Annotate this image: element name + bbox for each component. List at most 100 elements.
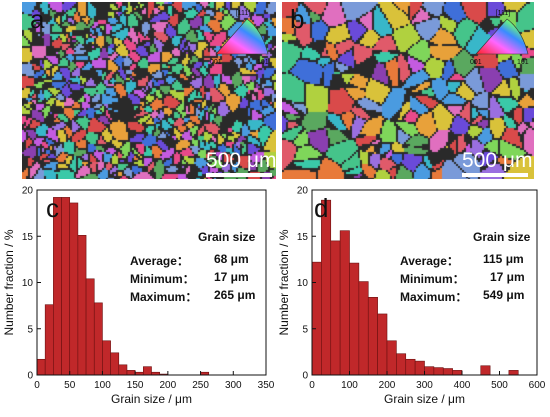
- y-tick-label: 0: [27, 371, 33, 382]
- histogram-bar: [377, 313, 388, 376]
- stats-average-value: 68 μm: [214, 252, 249, 266]
- histogram-bar: [414, 360, 425, 376]
- x-tick-label: 150: [127, 380, 144, 391]
- histogram-bar: [386, 340, 397, 376]
- ipf-color-key: [475, 18, 529, 55]
- x-tick-label: 200: [160, 380, 177, 391]
- histogram-bar: [424, 366, 435, 376]
- x-axis-label-c: Grain size / μm: [111, 392, 192, 406]
- x-tick-label: 200: [379, 380, 396, 391]
- histogram-bar: [61, 197, 71, 376]
- ipf-label-001: 001: [210, 59, 222, 66]
- ipf-label-101: 101: [257, 59, 269, 66]
- panel-letter-c: c: [46, 193, 59, 223]
- stats-maximum-label: Maximum：: [400, 290, 468, 304]
- x-tick-label: 600: [529, 380, 546, 391]
- stats-minimum-value: 17 μm: [490, 270, 525, 284]
- y-tick-label: 20: [22, 186, 34, 197]
- grain-size-stats-d: Grain size Average： 115 μm Minimum： 17 μ…: [400, 230, 540, 310]
- histogram-bar: [452, 370, 463, 376]
- histogram-bar: [102, 340, 111, 376]
- x-axis-label-d: Grain size / μm: [384, 392, 465, 406]
- y-tick-label: 10: [297, 278, 309, 289]
- histogram-bar: [396, 353, 407, 376]
- stats-average-label: Average：: [400, 254, 459, 268]
- panel-letter-d: d: [314, 193, 329, 223]
- ticks-d: 0 100 200 300 400 500 600 0 5 10 15 20: [297, 186, 546, 392]
- y-tick-label: 5: [302, 324, 308, 335]
- histogram-bar: [433, 367, 444, 376]
- x-tick-label: 100: [94, 380, 111, 391]
- y-tick-label: 15: [297, 232, 309, 243]
- x-tick-label: 300: [225, 380, 242, 391]
- histogram-bar: [53, 197, 62, 376]
- ipf-label-101: 101: [517, 59, 529, 66]
- histogram-bar: [321, 199, 332, 376]
- y-tick-label: 5: [27, 324, 33, 335]
- histogram-bar: [330, 240, 341, 376]
- ipf-label-111: [111]: [236, 10, 251, 17]
- histogram-bar: [69, 202, 79, 376]
- scale-bar-a: [206, 173, 272, 177]
- x-tick-label: 50: [64, 380, 76, 391]
- ticks-c: 0 50 100 150 200 250 300 350 0 5 10 15 20: [22, 186, 275, 392]
- ipf-legend-a: [111] 001 101: [210, 10, 269, 68]
- stats-maximum-label: Maximum：: [130, 290, 198, 304]
- stats-minimum-value: 17 μm: [214, 270, 249, 284]
- stats-minimum-label: Minimum：: [400, 272, 465, 286]
- x-tick-label: 350: [258, 380, 275, 391]
- y-tick-label: 15: [22, 232, 34, 243]
- scale-bar-b: [462, 173, 528, 177]
- histogram-bar: [143, 366, 152, 376]
- histogram-bar: [367, 297, 378, 376]
- histogram-bar: [126, 370, 136, 376]
- histogram-d: 0 100 200 300 400 500 600 0 5 10 15 20 Grain size /…: [275, 186, 550, 412]
- stats-average-value: 115 μm: [483, 252, 524, 266]
- x-tick-label: 100: [341, 380, 358, 391]
- x-tick-label: 400: [454, 380, 471, 391]
- x-tick-label: 0: [309, 380, 315, 391]
- stats-title: Grain size: [198, 230, 256, 244]
- ipf-grain-map-b: [282, 2, 534, 179]
- histogram-bar: [85, 278, 95, 376]
- y-tick-label: 20: [297, 186, 309, 197]
- histogram-bar: [118, 364, 128, 376]
- histogram-bar: [311, 261, 322, 376]
- histogram-c: 0 50 100 150 200 250 300 350 0 5 10 15 20 Grain size…: [0, 186, 275, 412]
- ipf-triangle-a: [111] 001 101: [210, 10, 269, 66]
- histogram-bar: [44, 304, 54, 376]
- ipf-triangle-b: [111] 001 101: [470, 10, 529, 66]
- stats-maximum-value: 549 μm: [483, 288, 525, 302]
- histogram-bar: [339, 230, 350, 376]
- histogram-bar: [77, 235, 87, 376]
- histogram-bar: [508, 370, 519, 376]
- stats-average-label: Average：: [130, 254, 189, 268]
- bars-d: [311, 199, 519, 376]
- x-tick-label: 300: [416, 380, 433, 391]
- y-tick-label: 0: [302, 371, 308, 382]
- histogram-c-svg: 0 50 100 150 200 250 300 350 0 5 10 15 20 Grain size…: [2, 186, 275, 407]
- x-tick-label: 250: [192, 380, 209, 391]
- x-tick-label: 500: [491, 380, 508, 391]
- ipf-legend-b: [111] 001 101: [470, 10, 529, 68]
- scale-bar-label-b: 500 μm: [462, 149, 533, 172]
- x-tick-label: 0: [34, 380, 40, 391]
- histogram-bar: [358, 281, 369, 376]
- histogram-bar: [349, 262, 360, 376]
- histogram-bar: [480, 365, 491, 376]
- ebsd-map-a: [22, 2, 276, 179]
- y-tick-label: 10: [22, 278, 34, 289]
- scale-bar-label-a: 500 μm: [206, 149, 277, 172]
- panel-letter-a: a: [30, 4, 45, 34]
- histogram-d-svg: 0 100 200 300 400 500 600 0 5 10 15 20 Grain size /…: [277, 186, 546, 407]
- ipf-color-key: [215, 18, 269, 55]
- histogram-bar: [36, 358, 46, 376]
- histogram-bar: [110, 352, 120, 376]
- y-axis-label-d: Number fraction / %: [277, 229, 291, 335]
- ebsd-map-b: [282, 2, 534, 179]
- histogram-bar: [405, 358, 416, 376]
- ipf-label-111: [111]: [496, 10, 511, 17]
- stats-maximum-value: 265 μm: [214, 288, 256, 302]
- histogram-bar: [93, 302, 103, 376]
- histogram-bar: [442, 368, 453, 376]
